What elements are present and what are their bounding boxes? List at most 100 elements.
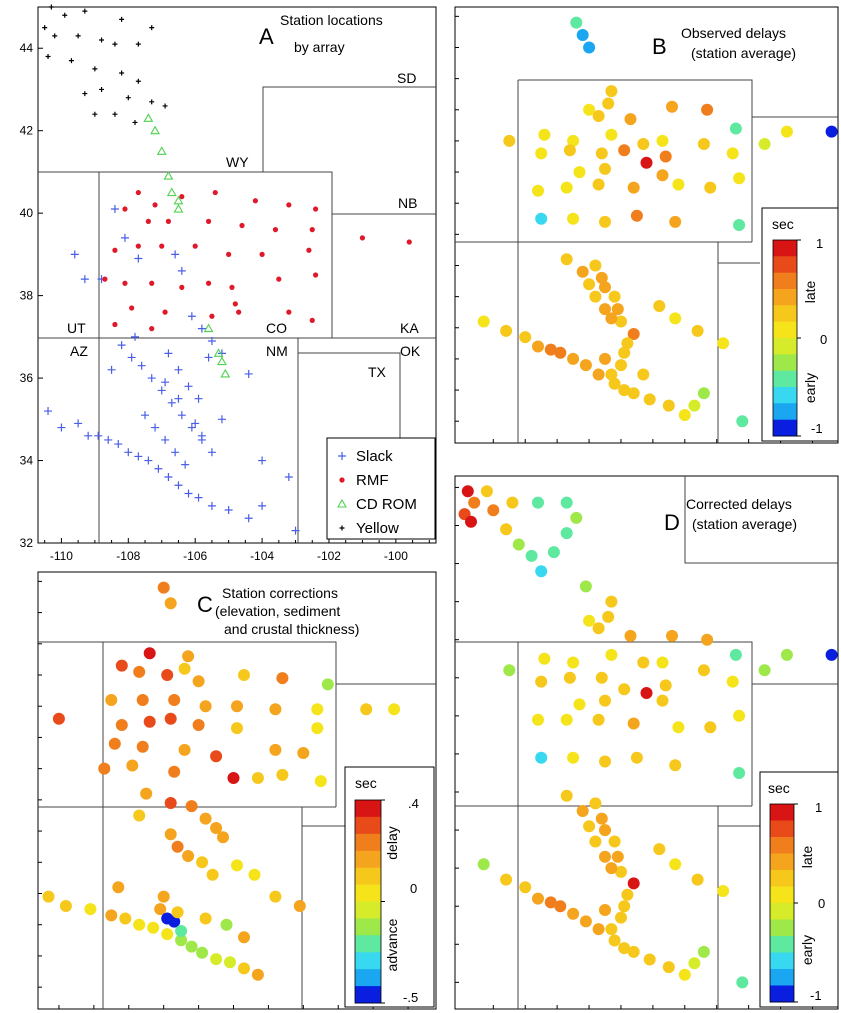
station-dot [293, 900, 306, 912]
station-dot [583, 41, 596, 54]
station-dot [171, 840, 184, 853]
axis-ticks [455, 486, 813, 1009]
station-dot [251, 772, 264, 784]
station-slack [177, 411, 186, 420]
station-dot [579, 915, 592, 928]
station-yellow [112, 41, 118, 47]
station-dot [175, 934, 188, 947]
station-dot [780, 648, 793, 661]
colorbar-swatch [773, 305, 797, 323]
station-rmf [159, 243, 165, 249]
station-yellow [62, 12, 68, 18]
station-dot [532, 496, 544, 509]
axis-ticks [38, 580, 409, 1009]
y-tick-label: 32 [20, 536, 34, 550]
colorbar-swatch [773, 354, 797, 372]
station-dot [140, 787, 153, 800]
colorbar-swatch [770, 853, 794, 871]
station-dot [691, 873, 704, 886]
station-dot [599, 303, 611, 316]
panel-c-title: Station corrections [222, 585, 338, 601]
station-dot [164, 797, 177, 809]
station-dot [161, 928, 174, 941]
station-dot [210, 822, 223, 834]
station-dot [688, 957, 701, 970]
station-dot [733, 172, 746, 185]
station-dot [500, 873, 513, 886]
station-dot [701, 103, 714, 116]
colorbar-scale [769, 803, 798, 1003]
station-dot [592, 110, 605, 122]
state-label-co: CO [266, 320, 287, 336]
station-rmf [359, 235, 366, 241]
station-dot [659, 150, 672, 163]
station-dot [157, 890, 170, 903]
station-slack [187, 423, 196, 432]
station-dot [231, 700, 243, 713]
station-dot [567, 212, 580, 225]
panel-c-subtitle-2: and crustal thickness) [224, 621, 359, 637]
station-dot [227, 772, 240, 784]
station-slack [244, 369, 253, 378]
colorbar-swatch [355, 986, 381, 1004]
station-dot [637, 138, 650, 150]
station-dot [697, 664, 710, 677]
station-dot [276, 672, 289, 685]
station-yellow [92, 111, 98, 117]
state-borders [455, 476, 838, 1009]
station-dot [704, 181, 717, 194]
colorbar-tick-max: 1 [815, 800, 822, 815]
colorbar-swatch [773, 387, 797, 404]
station-dot [627, 717, 640, 730]
station-dot [659, 679, 672, 692]
station-dot [238, 931, 250, 944]
station-dot [560, 181, 573, 194]
station-slack [134, 452, 143, 461]
station-yellow [135, 41, 141, 47]
panel-b: B Observed delays (station average) sec … [454, 6, 839, 444]
station-slack [134, 254, 143, 263]
station-slack [194, 394, 203, 403]
station-slack [217, 415, 226, 424]
station-dot [583, 614, 596, 627]
station-rmf [286, 202, 292, 208]
station-dot [669, 858, 682, 871]
station-slack [161, 378, 170, 387]
station-slack [204, 353, 213, 362]
station-dot [583, 278, 596, 291]
station-dot [196, 946, 209, 959]
station-rmf [149, 326, 155, 332]
station-dot [599, 215, 611, 228]
station-dot [199, 700, 212, 713]
station-dot [84, 903, 97, 916]
station-dot [133, 809, 146, 822]
station-dot [608, 835, 621, 848]
station-dot [388, 703, 401, 716]
station-slack [104, 435, 113, 444]
panel-b-subtitle: (station average) [691, 45, 796, 61]
colorbar-swatch [355, 850, 381, 869]
station-dot [697, 387, 710, 400]
panel-a-subtitle: by array [294, 39, 345, 55]
station-dot [621, 888, 634, 901]
station-cd-rom [173, 195, 184, 205]
station-dot [477, 858, 490, 871]
colorbar-d: sec 1 0 -1 late early [759, 771, 839, 1008]
x-tick-label: -106 [183, 549, 207, 563]
colorbar-swatch [773, 370, 797, 388]
colorbar-swatch [770, 936, 794, 953]
station-dot [115, 659, 128, 672]
colorbar-tick-min: -1 [811, 421, 823, 436]
station-dot [532, 713, 544, 726]
state-label-ka: KA [400, 320, 419, 336]
station-dot [500, 324, 513, 337]
station-dot [108, 737, 121, 750]
station-dot [168, 915, 181, 928]
station-slack [147, 374, 156, 383]
station-dot [487, 504, 500, 517]
station-dot [573, 166, 586, 179]
station-dot [143, 715, 156, 728]
station-rmf [112, 321, 118, 328]
station-dot [248, 868, 261, 881]
station-dot [560, 713, 573, 726]
